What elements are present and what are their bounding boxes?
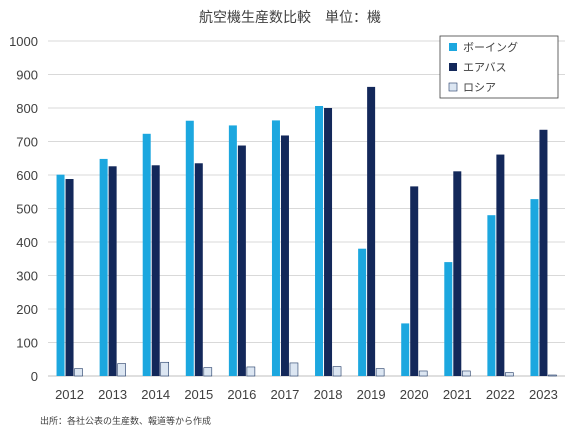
bar-boeing-2014 (142, 133, 151, 376)
bar-boeing-2020 (401, 323, 410, 376)
legend-swatch (448, 82, 458, 92)
bar-russia-2022 (505, 372, 514, 377)
bar-russia-2017 (289, 362, 299, 377)
bar-airbus-2022 (496, 154, 505, 376)
bar-airbus-2023 (539, 129, 548, 376)
x-tick-label: 2012 (55, 387, 84, 402)
bar-airbus-2014 (151, 165, 160, 376)
x-tick-label: 2014 (141, 387, 170, 402)
x-tick-label: 2023 (529, 387, 558, 402)
y-tick-label: 200 (16, 302, 38, 317)
bar-russia-2019 (375, 368, 385, 377)
x-tick-label: 2015 (184, 387, 213, 402)
bar-boeing-2013 (99, 158, 108, 376)
bar-airbus-2016 (237, 145, 246, 376)
y-tick-label: 300 (16, 269, 38, 284)
y-tick-label: 400 (16, 235, 38, 250)
bar-russia-2023 (548, 374, 557, 377)
bar-russia-2021 (461, 370, 471, 377)
chart-title: 航空機生産数比較 単位：機 (199, 10, 381, 26)
bar-airbus-2015 (194, 163, 203, 376)
legend-label: エアバス (463, 61, 507, 74)
y-tick-label: 0 (31, 369, 38, 384)
x-tick-label: 2020 (400, 387, 429, 402)
bar-airbus-2019 (367, 86, 376, 377)
source-note: 出所：各社公表の生産数、報道等から作成 (40, 415, 211, 427)
legend-label: ボーイング (463, 40, 518, 54)
y-tick-label: 700 (16, 135, 38, 150)
x-tick-label: 2017 (270, 387, 299, 402)
bar-russia-2012 (74, 368, 83, 377)
bars (56, 86, 557, 377)
x-tick-label: 2022 (486, 387, 515, 402)
bar-boeing-2019 (358, 248, 367, 376)
bar-russia-2014 (160, 361, 170, 377)
bar-russia-2018 (332, 366, 342, 377)
bar-airbus-2013 (108, 166, 117, 376)
y-tick-label: 900 (16, 68, 38, 83)
y-tick-label: 800 (16, 101, 38, 116)
x-tick-label: 2021 (443, 387, 472, 402)
x-tick-label: 2018 (314, 387, 343, 402)
legend-swatch (449, 43, 457, 51)
legend-box (439, 35, 559, 99)
x-tick-label: 2016 (227, 387, 256, 402)
bar-russia-2015 (203, 367, 213, 377)
bar-boeing-2015 (185, 120, 194, 376)
y-tick-label: 500 (16, 202, 38, 217)
bar-russia-2013 (117, 363, 126, 377)
legend-swatch (449, 63, 457, 71)
y-tick-label: 100 (16, 336, 38, 351)
bar-boeing-2012 (56, 174, 65, 376)
bar-boeing-2017 (271, 120, 280, 377)
bar-airbus-2020 (410, 186, 419, 376)
bar-airbus-2012 (65, 179, 74, 376)
bar-airbus-2018 (324, 108, 333, 376)
bar-russia-2016 (246, 366, 256, 377)
bar-boeing-2023 (530, 199, 539, 376)
bar-boeing-2016 (228, 125, 237, 376)
legend-label: ロシア (463, 81, 496, 94)
bar-boeing-2018 (315, 105, 324, 377)
bar-airbus-2017 (280, 135, 289, 376)
x-axis: 2012 2013 2014 2015 2016 2017 2018 2019 2020 2021… (55, 387, 558, 402)
x-tick-label: 2013 (98, 387, 127, 402)
bar-russia-2020 (418, 370, 428, 377)
y-tick-label: 600 (16, 168, 38, 183)
bar-boeing-2021 (444, 262, 453, 376)
bar-boeing-2022 (487, 215, 496, 376)
bar-airbus-2021 (453, 171, 462, 376)
x-tick-label: 2019 (357, 387, 386, 402)
y-tick-label: 1000 (9, 34, 38, 49)
y-axis: 0 100 200 300 400 500 600 700 800 900 1000 (9, 34, 38, 384)
